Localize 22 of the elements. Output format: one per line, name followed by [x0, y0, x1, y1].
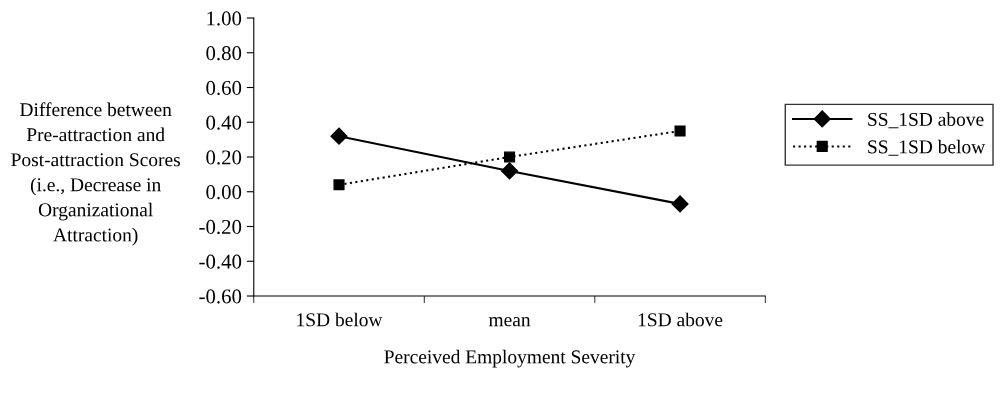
- y-tick-label: 0.40: [206, 115, 242, 130]
- y-tick-label: 0.00: [206, 185, 242, 200]
- y-tick-label: -0.40: [199, 254, 242, 269]
- x-tick-label: 1SD below: [297, 312, 383, 327]
- point: [330, 127, 348, 145]
- point: [674, 125, 686, 137]
- legend-label: SS_1SD above: [868, 112, 984, 129]
- y-tick-label: 1.00: [207, 11, 242, 26]
- y-tick-label: 0.80: [206, 46, 242, 61]
- y-tick-label: 0.20: [206, 150, 242, 165]
- y-axis-title: Difference between Pre-attraction and Post-attraction Scores (i.e., Decrease in Organizational Attraction): [11, 102, 181, 246]
- point: [333, 179, 345, 191]
- y-tick-label: 0.60: [206, 80, 242, 96]
- legend-label: SS_1SD below: [868, 139, 986, 156]
- x-tick-label: mean: [488, 317, 531, 327]
- y-tick-label: -0.20: [199, 219, 242, 235]
- point: [671, 195, 689, 213]
- x-tick-label: 1SD above: [638, 312, 723, 327]
- x-axis-title: Perceived Employment Severity: [384, 349, 636, 368]
- point: [500, 162, 519, 180]
- point: [503, 151, 516, 163]
- y-tick-label: -0.60: [199, 289, 242, 304]
